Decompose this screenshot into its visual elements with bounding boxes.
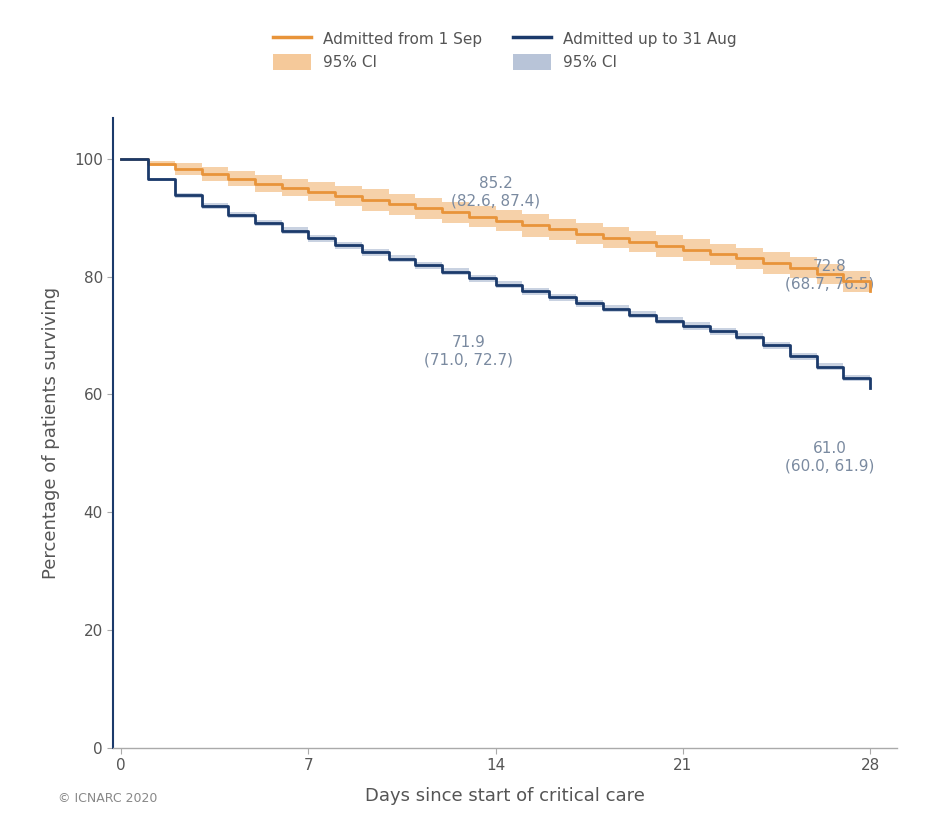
X-axis label: Days since start of critical care: Days since start of critical care [365, 787, 645, 805]
Legend: Admitted from 1 Sep, 95% CI, Admitted up to 31 Aug, 95% CI: Admitted from 1 Sep, 95% CI, Admitted up… [267, 24, 743, 76]
Text: 72.8
(68.7, 76.5): 72.8 (68.7, 76.5) [785, 259, 874, 291]
Text: 85.2
(82.6, 87.4): 85.2 (82.6, 87.4) [451, 176, 540, 209]
Text: 61.0
(60.0, 61.9): 61.0 (60.0, 61.9) [785, 442, 875, 474]
Text: 71.9
(71.0, 72.7): 71.9 (71.0, 72.7) [425, 335, 514, 368]
Text: © ICNARC 2020: © ICNARC 2020 [59, 791, 158, 805]
Y-axis label: Percentage of patients surviving: Percentage of patients surviving [42, 286, 60, 579]
